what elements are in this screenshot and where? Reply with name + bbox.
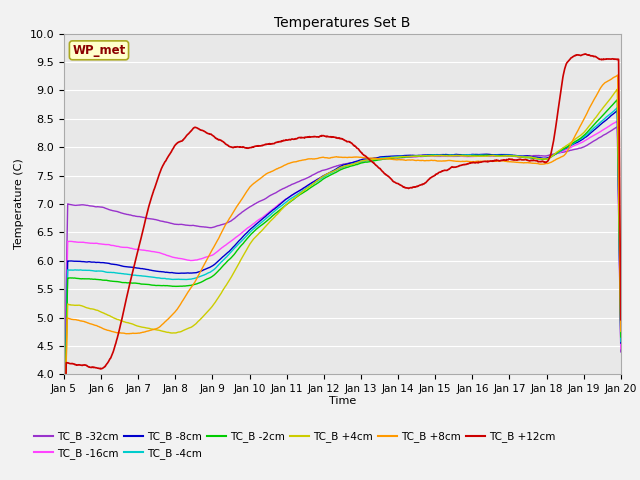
Text: WP_met: WP_met	[72, 44, 125, 57]
X-axis label: Time: Time	[329, 396, 356, 406]
Title: Temperatures Set B: Temperatures Set B	[274, 16, 411, 30]
Y-axis label: Temperature (C): Temperature (C)	[14, 158, 24, 250]
Legend: TC_B -32cm, TC_B -16cm, TC_B -8cm, TC_B -4cm, TC_B -2cm, TC_B +4cm, TC_B +8cm, T: TC_B -32cm, TC_B -16cm, TC_B -8cm, TC_B …	[30, 427, 559, 463]
